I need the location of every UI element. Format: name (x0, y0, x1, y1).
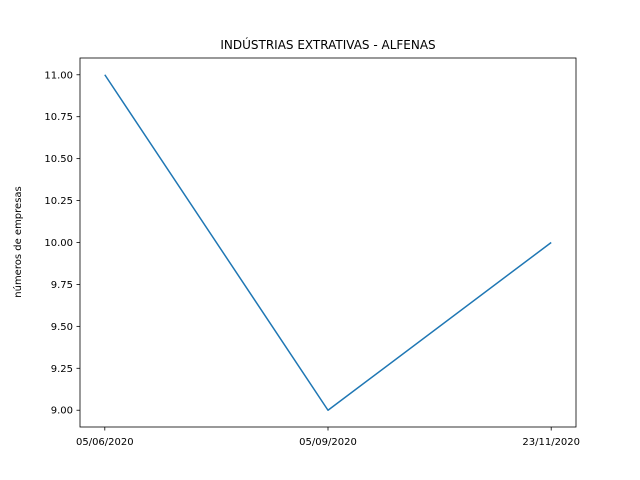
y-tick-label: 10.00 (44, 238, 73, 249)
y-tick-label: 10.50 (44, 154, 73, 165)
x-tick-label: 05/09/2020 (299, 437, 357, 448)
y-tick-label: 9.25 (51, 364, 73, 375)
y-tick-label: 10.75 (44, 112, 73, 123)
x-axis-ticks: 05/06/2020 05/09/2020 23/11/2020 (76, 427, 580, 448)
plot-frame (79, 57, 577, 428)
x-tick-label: 23/11/2020 (522, 437, 580, 448)
y-tick-label: 9.00 (51, 406, 73, 417)
y-tick-label: 11.00 (44, 70, 73, 81)
y-axis-label: números de empresas (12, 186, 24, 297)
x-tick-label: 05/06/2020 (76, 437, 134, 448)
y-axis-ticks: 9.00 9.25 9.50 9.75 10.00 10.25 10.50 10.75 11.0… (44, 70, 80, 417)
y-tick-label: 10.25 (44, 196, 73, 207)
y-tick-label: 9.75 (51, 280, 73, 291)
plot-background (80, 58, 576, 427)
y-tick-label: 9.50 (51, 322, 73, 333)
series-layer (104, 74, 552, 411)
chart-title: INDÚSTRIAS EXTRATIVAS - ALFENAS (220, 37, 435, 52)
